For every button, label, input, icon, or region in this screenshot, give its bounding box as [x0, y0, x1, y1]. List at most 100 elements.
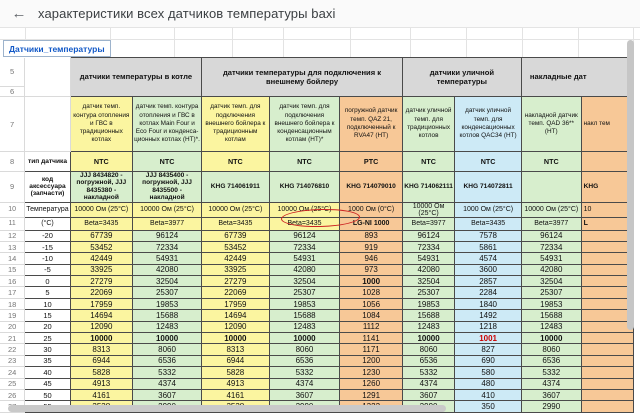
cell[interactable] — [580, 297, 634, 311]
cell[interactable]: 50 — [24, 388, 71, 402]
cell[interactable] — [580, 151, 634, 172]
cell[interactable]: 3607 — [268, 388, 341, 402]
cell[interactable]: 12483 — [131, 320, 203, 334]
cell-annotated[interactable]: Beta=3435 — [268, 216, 341, 231]
cell[interactable]: 96124 — [520, 229, 582, 242]
cell[interactable]: 350 — [454, 400, 522, 413]
cell[interactable]: 5332 — [131, 366, 203, 379]
cell[interactable]: 6944 — [69, 354, 133, 368]
cell[interactable]: 4913 — [201, 377, 270, 390]
cell[interactable]: KHG — [580, 171, 634, 203]
cell[interactable]: 19853 — [401, 297, 456, 311]
cell[interactable]: 12483 — [520, 320, 582, 334]
row-number[interactable]: 23 — [0, 355, 26, 368]
cell[interactable]: 53452 — [201, 240, 270, 254]
group-header-strap-on[interactable]: накладные дат — [520, 57, 634, 97]
cell[interactable]: 10 — [24, 297, 71, 311]
cell[interactable]: 1141 — [339, 331, 403, 345]
cell[interactable] — [580, 263, 634, 277]
row-number[interactable]: 13 — [0, 241, 26, 254]
cell[interactable]: NTC — [201, 151, 270, 172]
cell[interactable]: 1000 — [339, 275, 403, 288]
cell[interactable]: 32504 — [401, 275, 456, 288]
cell[interactable]: 17959 — [201, 297, 270, 311]
cell[interactable] — [580, 229, 634, 242]
horizontal-scrollbar[interactable] — [8, 405, 446, 412]
row-label[interactable]: тип датчика — [24, 151, 71, 172]
cell[interactable]: 1001 — [454, 331, 522, 345]
cell[interactable]: 6536 — [268, 354, 341, 368]
cell[interactable]: 42080 — [268, 263, 341, 277]
cell[interactable]: 10 — [580, 201, 634, 218]
cell[interactable] — [580, 331, 634, 345]
cell[interactable]: 42449 — [69, 252, 133, 265]
cell[interactable] — [580, 366, 634, 379]
cell[interactable] — [520, 171, 582, 203]
cell[interactable]: 4374 — [401, 377, 456, 390]
column-header[interactable]: датчик уличной темп. для конденсационных… — [454, 96, 522, 152]
row-number[interactable]: 10 — [0, 202, 26, 218]
cell[interactable]: 10000 — [520, 331, 582, 345]
cell[interactable] — [580, 343, 634, 356]
cell[interactable]: 480 — [454, 377, 522, 390]
cell[interactable]: 12483 — [401, 320, 456, 334]
cell[interactable]: 72334 — [520, 240, 582, 254]
column-header[interactable]: датчик уличной темп. для традиционных ко… — [401, 96, 456, 152]
cell[interactable]: 96124 — [268, 229, 341, 242]
column-header[interactable]: датчик темп. для подключения внешнего бо… — [268, 96, 341, 152]
cell[interactable]: 15 — [24, 309, 71, 322]
cell[interactable]: 10000 Ом (25°C) — [131, 201, 203, 218]
cell[interactable]: 10000 — [131, 331, 203, 345]
cell[interactable]: Beta=3435 — [454, 216, 522, 231]
cell[interactable] — [580, 309, 634, 322]
cell[interactable]: 27279 — [201, 275, 270, 288]
cell[interactable]: 6536 — [520, 354, 582, 368]
cell[interactable]: KHG 714061911 — [201, 171, 270, 203]
cell[interactable]: 25 — [24, 331, 71, 345]
cell[interactable]: 40 — [24, 366, 71, 379]
cell[interactable]: 4374 — [131, 377, 203, 390]
cell[interactable]: 12090 — [201, 320, 270, 334]
cell[interactable]: 33925 — [201, 263, 270, 277]
cell[interactable]: 25307 — [401, 286, 456, 299]
cell[interactable]: 54931 — [401, 252, 456, 265]
row-number[interactable]: 21 — [0, 332, 26, 345]
cell[interactable]: 1230 — [339, 366, 403, 379]
cell[interactable]: 10000 — [401, 331, 456, 345]
cell[interactable] — [580, 286, 634, 299]
back-arrow-icon[interactable]: ← — [11, 5, 27, 22]
cell[interactable]: 25307 — [268, 286, 341, 299]
cell[interactable]: 14694 — [69, 309, 133, 322]
cell[interactable]: 17959 — [69, 297, 133, 311]
cell[interactable]: 54931 — [520, 252, 582, 265]
row-number[interactable]: 15 — [0, 264, 26, 277]
cell[interactable]: 8313 — [201, 343, 270, 356]
cell[interactable]: 2857 — [454, 275, 522, 288]
cell[interactable]: 10000 Ом (25°C) — [69, 201, 133, 218]
cell[interactable]: 25307 — [520, 286, 582, 299]
row-number[interactable]: 19 — [0, 309, 26, 322]
cell[interactable]: 96124 — [131, 229, 203, 242]
cell[interactable]: 4374 — [268, 377, 341, 390]
cell[interactable]: 14694 — [201, 309, 270, 322]
cell[interactable]: 1056 — [339, 297, 403, 311]
row-number[interactable]: 9 — [0, 171, 26, 203]
cell[interactable]: 22069 — [69, 286, 133, 299]
cell[interactable]: 72334 — [131, 240, 203, 254]
cell[interactable]: 67739 — [69, 229, 133, 242]
cell[interactable]: LG-NI 1000 — [339, 216, 403, 231]
cell[interactable]: 2284 — [454, 286, 522, 299]
cell[interactable]: NTC — [268, 151, 341, 172]
cell[interactable]: 919 — [339, 240, 403, 254]
cell[interactable]: 973 — [339, 263, 403, 277]
cell[interactable]: 15688 — [131, 309, 203, 322]
cell[interactable]: 3607 — [131, 388, 203, 402]
row-label[interactable]: Температура — [24, 201, 71, 218]
cell[interactable]: -5 — [24, 263, 71, 277]
cell[interactable] — [580, 275, 634, 288]
cell[interactable] — [580, 240, 634, 254]
cell[interactable]: 1112 — [339, 320, 403, 334]
cell[interactable]: 42080 — [131, 263, 203, 277]
cell[interactable]: KHG 714076810 — [268, 171, 341, 203]
cell[interactable]: NTC — [520, 151, 582, 172]
